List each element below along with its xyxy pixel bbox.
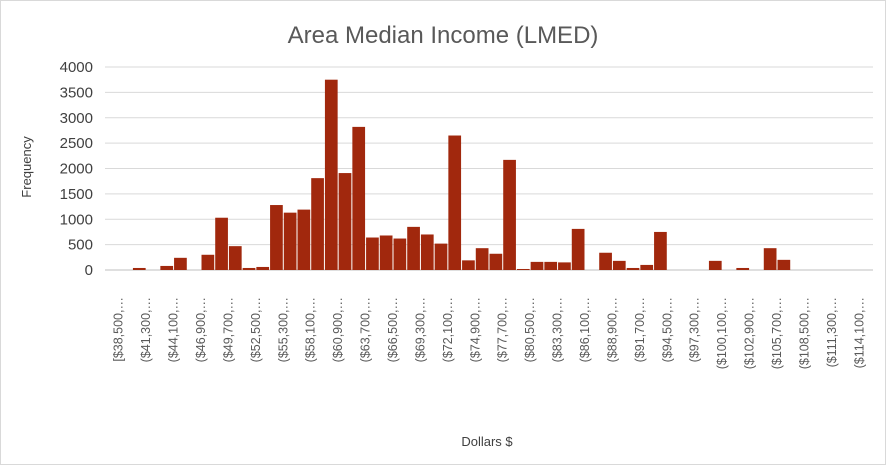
y-tick-label: 1000 bbox=[60, 211, 93, 228]
histogram-bar bbox=[612, 260, 626, 270]
histogram-bar bbox=[201, 254, 215, 270]
x-axis-ticks: [$38,500,… ($41,300,… ($44,100,… ($46,900,…… bbox=[112, 297, 867, 369]
histogram-bar bbox=[256, 266, 270, 270]
histogram-bar bbox=[270, 205, 283, 270]
histogram-bar bbox=[132, 267, 146, 270]
histogram-bar bbox=[393, 238, 407, 270]
histogram-bar bbox=[462, 260, 475, 270]
histogram-bar bbox=[640, 264, 654, 270]
x-tick-label: ($108,500,… bbox=[797, 297, 811, 369]
x-tick-label: ($69,300,… bbox=[413, 297, 427, 362]
x-tick-label: ($111,300,… bbox=[825, 297, 839, 367]
y-tick-label: 2000 bbox=[60, 161, 93, 178]
histogram-bar bbox=[297, 209, 311, 270]
histogram-bar bbox=[352, 126, 366, 270]
y-axis-title: Frequency bbox=[19, 136, 34, 198]
x-tick-label: ($83,300,… bbox=[551, 297, 565, 362]
histogram-bar bbox=[242, 267, 256, 270]
x-tick-label: ($66,500,… bbox=[386, 297, 400, 362]
histogram-bar bbox=[324, 79, 338, 270]
x-tick-label: ($49,700,… bbox=[221, 297, 235, 362]
histogram-bar bbox=[503, 159, 516, 270]
x-tick-label: ($94,500,… bbox=[660, 297, 674, 362]
histogram-bar bbox=[379, 235, 393, 270]
histogram-bar bbox=[736, 267, 750, 270]
gridlines bbox=[105, 66, 873, 271]
histogram-bar bbox=[558, 262, 571, 270]
histogram-bar bbox=[174, 257, 187, 270]
x-tick-label: ($80,500,… bbox=[523, 297, 537, 362]
histogram-bar bbox=[654, 231, 667, 270]
x-tick-label: ($100,100,… bbox=[715, 297, 729, 369]
histogram-bar bbox=[311, 178, 324, 270]
x-tick-label: ($55,300,… bbox=[276, 297, 290, 362]
histogram-bar bbox=[489, 253, 503, 270]
histogram-bar bbox=[626, 267, 640, 270]
x-tick-label: ($58,100,… bbox=[304, 297, 318, 362]
y-tick-label: 0 bbox=[85, 262, 93, 279]
x-tick-label: ($46,900,… bbox=[194, 297, 208, 362]
histogram-bar bbox=[420, 234, 434, 270]
x-tick-label: ($114,100,… bbox=[852, 297, 866, 368]
histogram-bar bbox=[763, 248, 777, 270]
histogram-bar bbox=[338, 173, 352, 270]
x-tick-label: ($74,900,… bbox=[468, 297, 482, 362]
y-tick-label: 2500 bbox=[60, 135, 93, 152]
bars bbox=[132, 79, 791, 270]
histogram-bar bbox=[599, 252, 612, 270]
chart-title: Area Median Income (LMED) bbox=[288, 22, 599, 49]
y-axis-ticks: 0 500 1000 1500 2000 2500 3000 3500 4000 bbox=[60, 59, 93, 279]
histogram-bar bbox=[434, 243, 448, 270]
x-tick-label: [$38,500,… bbox=[112, 297, 126, 362]
y-tick-label: 4000 bbox=[60, 59, 93, 76]
y-tick-label: 3000 bbox=[60, 110, 93, 127]
histogram-bar bbox=[366, 237, 379, 270]
histogram-bar bbox=[571, 228, 585, 270]
histogram-bar bbox=[475, 248, 489, 270]
x-tick-label: ($97,300,… bbox=[688, 297, 702, 362]
histogram-bar bbox=[777, 259, 791, 270]
x-tick-label: ($41,300,… bbox=[139, 297, 153, 362]
histogram-bar bbox=[228, 246, 242, 270]
x-tick-label: ($105,700,… bbox=[770, 297, 784, 369]
histogram-bar bbox=[544, 261, 558, 270]
histogram-bar bbox=[530, 261, 544, 270]
x-axis-title: Dollars $ bbox=[461, 434, 513, 449]
x-tick-label: ($102,900,… bbox=[743, 297, 757, 369]
histogram-bar bbox=[708, 260, 722, 270]
y-tick-label: 500 bbox=[68, 237, 93, 254]
y-tick-label: 3500 bbox=[60, 84, 93, 101]
x-tick-label: ($44,100,… bbox=[167, 297, 181, 362]
x-tick-label: ($86,100,… bbox=[578, 297, 592, 362]
x-tick-label: ($60,900,… bbox=[331, 297, 345, 362]
histogram-bar bbox=[215, 217, 228, 270]
x-tick-label: ($77,700,… bbox=[496, 297, 510, 362]
histogram-bar bbox=[160, 265, 174, 270]
histogram-bar bbox=[448, 135, 462, 270]
x-tick-label: ($63,700,… bbox=[359, 297, 373, 362]
histogram-bar bbox=[407, 226, 420, 270]
y-tick-label: 1500 bbox=[60, 186, 93, 203]
histogram-bar bbox=[516, 268, 530, 270]
x-tick-label: ($91,700,… bbox=[633, 297, 647, 362]
x-tick-label: ($52,500,… bbox=[249, 297, 263, 362]
x-tick-label: ($88,900,… bbox=[605, 297, 619, 362]
x-tick-label: ($72,100,… bbox=[441, 297, 455, 362]
histogram-bar bbox=[283, 212, 297, 270]
